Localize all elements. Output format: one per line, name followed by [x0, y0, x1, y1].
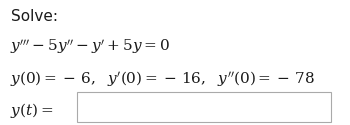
Text: $y(0) = -\, 6, \ \ y'(0) = -\, 16, \ \ y''(0) = -\, 78$: $y(0) = -\, 6, \ \ y'(0) = -\, 16, \ \ y…	[10, 69, 315, 88]
FancyBboxPatch shape	[77, 92, 331, 122]
Text: $y(t) =$: $y(t) =$	[10, 101, 54, 120]
Text: Solve:: Solve:	[10, 9, 57, 24]
Text: $y''' - 5y'' - y' + 5y = 0$: $y''' - 5y'' - y' + 5y = 0$	[10, 38, 171, 56]
